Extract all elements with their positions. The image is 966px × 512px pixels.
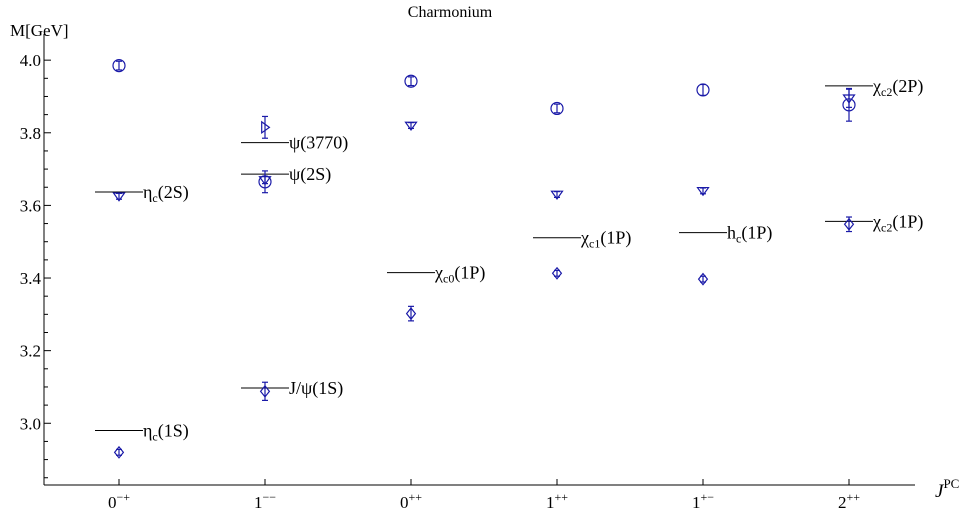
lattice-point xyxy=(842,87,856,122)
experimental-level-label: χc1(1P) xyxy=(580,228,631,251)
x-tick-label: 0−+ xyxy=(108,490,130,512)
diamond-marker xyxy=(113,445,125,459)
diamond-marker xyxy=(697,272,709,286)
lattice-point xyxy=(550,190,564,200)
lattice-point xyxy=(405,305,417,322)
circle-marker xyxy=(550,101,564,116)
y-tick-label: 3.8 xyxy=(20,124,41,143)
y-tick-label: 3.2 xyxy=(20,342,41,361)
x-tick-label: 1++ xyxy=(546,490,568,512)
axes: 3.0 3.2 3.4 3.6 3.8 4.0 0−+ 1−− 0++ 1++ 1+− 2++ JPC xyxy=(20,34,959,512)
circle-marker xyxy=(112,59,126,73)
lattice-point xyxy=(404,74,418,88)
experimental-level-label: ψ(3770) xyxy=(289,133,348,154)
experimental-levels: ηc(1S) ηc(2S) J/ψ(1S) ψ(2S) ψ(3770) χc0(1P) χc… xyxy=(95,76,923,444)
circle-marker xyxy=(696,83,710,97)
triangle-down-marker xyxy=(258,176,272,186)
lattice-point xyxy=(259,381,271,401)
experimental-level-label: J/ψ(1S) xyxy=(289,378,343,399)
experimental-level-label: χc0(1P) xyxy=(434,263,485,286)
lattice-points xyxy=(112,59,856,459)
diamond-marker xyxy=(843,217,855,231)
diamond-marker xyxy=(259,384,271,398)
lattice-point xyxy=(261,115,271,139)
x-tick-label: 2++ xyxy=(838,490,860,512)
experimental-level-label: χc2(1P) xyxy=(872,211,923,234)
circle-marker xyxy=(404,74,418,88)
experimental-level-label: ηc(1S) xyxy=(143,421,189,444)
lattice-point xyxy=(696,83,710,97)
triangle-down-marker xyxy=(404,121,418,131)
y-tick-label: 3.0 xyxy=(20,414,41,433)
experimental-level-label: hc(1P) xyxy=(727,223,772,246)
lattice-point xyxy=(258,175,272,186)
x-tick-label: 1−− xyxy=(254,490,276,512)
lattice-point xyxy=(550,101,564,116)
x-tick-label: 0++ xyxy=(400,490,422,512)
y-tick-label: 4.0 xyxy=(20,51,41,70)
lattice-point xyxy=(112,192,126,202)
diamond-marker xyxy=(551,266,563,280)
lattice-point xyxy=(551,266,563,280)
circle-marker xyxy=(842,98,856,112)
lattice-point xyxy=(697,272,709,286)
chart-title: Charmonium xyxy=(408,4,493,21)
x-axis-label: JPC xyxy=(935,476,959,502)
lattice-point xyxy=(112,59,126,73)
triangle-down-marker xyxy=(112,192,126,202)
lattice-point xyxy=(113,445,125,459)
y-tick-label: 3.6 xyxy=(20,196,41,215)
experimental-level-label: χc2(2P) xyxy=(872,76,923,99)
experimental-level-label: ψ(2S) xyxy=(289,164,331,185)
lattice-point xyxy=(404,121,418,131)
y-tick-label: 3.4 xyxy=(20,269,42,288)
x-tick-label: 1+− xyxy=(692,490,714,512)
diamond-marker xyxy=(405,307,417,321)
lattice-point xyxy=(843,216,855,233)
experimental-level-label: ηc(2S) xyxy=(143,182,189,205)
y-axis-label: M[GeV] xyxy=(10,21,69,40)
triangle-right-marker xyxy=(261,120,271,134)
lattice-point xyxy=(696,186,710,197)
triangle-down-marker xyxy=(550,190,564,200)
triangle-down-marker xyxy=(696,186,710,197)
